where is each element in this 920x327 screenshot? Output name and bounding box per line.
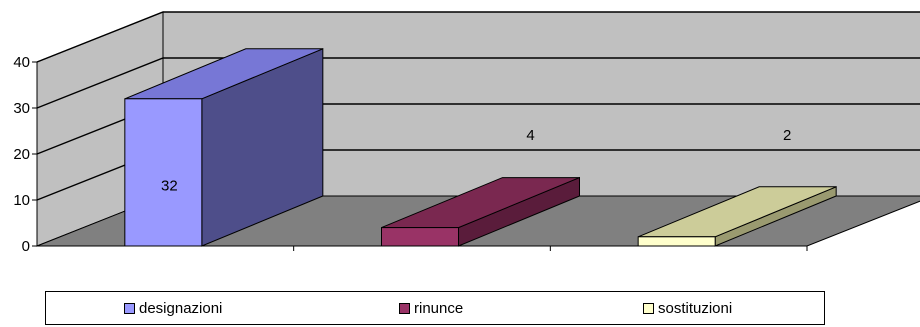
y-tick-label: 0 xyxy=(22,238,30,255)
legend-label-rinunce: rinunce xyxy=(414,300,464,317)
bar-sostituzioni xyxy=(637,236,716,247)
gridline xyxy=(36,11,920,63)
gridline xyxy=(36,57,920,109)
y-tick-label: 20 xyxy=(13,146,30,163)
data-label-sostituzioni: 2 xyxy=(783,127,791,144)
legend-item-designazioni: designazioni xyxy=(124,301,222,316)
legend-item-sostituzioni: sostituzioni xyxy=(643,301,732,316)
data-label-designazioni: 32 xyxy=(161,177,178,194)
y-tick-label: 30 xyxy=(13,100,30,117)
chart-plot: 0 10 20 30 40 32 4 2 xyxy=(13,11,920,255)
bar-designazioni xyxy=(124,98,203,247)
y-tick-label: 40 xyxy=(13,54,30,71)
legend-label-sostituzioni: sostituzioni xyxy=(658,300,733,317)
legend: designazioni rinunce sostituzioni xyxy=(45,291,825,325)
y-tick-label: 10 xyxy=(13,192,30,209)
legend-swatch-designazioni xyxy=(124,303,135,314)
legend-swatch-sostituzioni xyxy=(643,303,654,314)
data-label-rinunce: 4 xyxy=(526,127,534,144)
legend-swatch-rinunce xyxy=(399,303,410,314)
legend-item-rinunce: rinunce xyxy=(399,301,463,316)
bar-rinunce xyxy=(381,227,459,247)
legend-label-designazioni: designazioni xyxy=(139,300,223,317)
